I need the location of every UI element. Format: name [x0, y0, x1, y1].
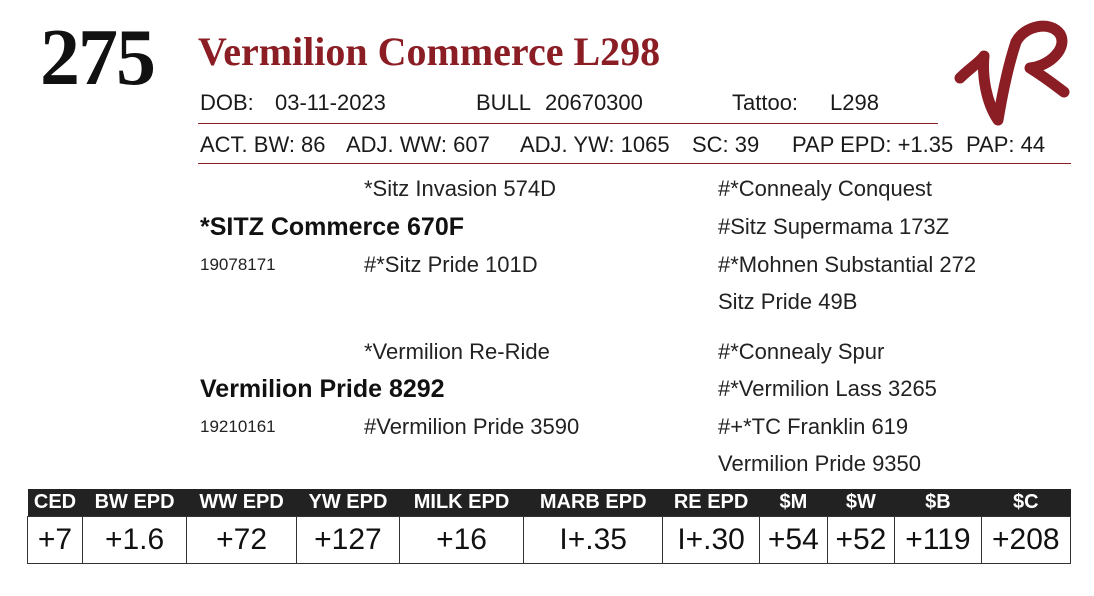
epd-value: +7 — [27, 516, 83, 564]
sire-sire-dam: #Sitz Supermama 173Z — [718, 214, 950, 239]
epd-header: WW EPD — [186, 489, 297, 517]
epd-value: +54 — [759, 516, 828, 564]
sire-name: *SITZ Commerce 670F — [200, 213, 464, 241]
sire-reg: 19078171 — [200, 255, 276, 274]
epd-header: $M — [759, 489, 828, 517]
epd-header-row: CED BW EPD WW EPD YW EPD MILK EPD MARB E… — [27, 489, 1071, 517]
epd-value: +208 — [980, 516, 1072, 564]
divider — [198, 163, 1071, 164]
dam-dam: #Vermilion Pride 3590 — [364, 414, 580, 439]
epd-table: CED BW EPD WW EPD YW EPD MILK EPD MARB E… — [27, 489, 1072, 564]
epd-header: MARB EPD — [523, 489, 663, 517]
sex-label: BULL — [476, 90, 532, 115]
lot-number: 275 — [40, 14, 156, 102]
epd-value: I+.30 — [662, 516, 761, 564]
epd-value: I+.35 — [523, 516, 664, 564]
dam-name: Vermilion Pride 8292 — [200, 375, 445, 403]
epd-value: +1.6 — [81, 516, 188, 564]
dob-label: DOB: — [200, 90, 254, 115]
epd-value: +16 — [398, 516, 525, 564]
epd-header: RE EPD — [662, 489, 760, 517]
vr-brand-icon — [954, 20, 1070, 126]
epd-value: +119 — [894, 516, 982, 564]
epd-value: +52 — [826, 516, 896, 564]
dob-value: 03-11-2023 — [275, 90, 386, 115]
epd-value: +72 — [186, 516, 298, 564]
dam-dam-sire: #+*TC Franklin 619 — [718, 414, 909, 439]
pap-epd: PAP EPD: +1.35 — [792, 132, 954, 157]
dam-sire-dam: #*Vermilion Lass 3265 — [718, 376, 937, 401]
epd-header: $W — [827, 489, 895, 517]
adj-yw: ADJ. YW: 1065 — [520, 132, 670, 157]
dam-sire-sire: #*Connealy Spur — [718, 339, 885, 364]
epd-value: +127 — [296, 516, 400, 564]
sire-dam-sire: #*Mohnen Substantial 272 — [718, 252, 977, 277]
animal-name: Vermilion Commerce L298 — [198, 29, 661, 74]
sire-sire-sire: #*Connealy Conquest — [718, 176, 933, 201]
sire-dam: #*Sitz Pride 101D — [364, 252, 538, 277]
tattoo-value: L298 — [830, 90, 879, 115]
epd-value-row: +7 +1.6 +72 +127 +16 I+.35 I+.30 +54 +52… — [27, 516, 1072, 564]
epd-header: $B — [894, 489, 982, 517]
tattoo-label: Tattoo: — [732, 90, 799, 115]
adj-ww: ADJ. WW: 607 — [346, 132, 490, 157]
sc: SC: 39 — [692, 132, 760, 157]
dam-reg: 19210161 — [200, 417, 276, 436]
pap: PAP: 44 — [966, 132, 1046, 157]
epd-header: $C — [981, 489, 1071, 517]
epd-header: YW EPD — [296, 489, 400, 517]
divider — [198, 123, 938, 124]
epd-header: CED — [27, 489, 83, 517]
epd-header: MILK EPD — [399, 489, 524, 517]
reg-number: 20670300 — [545, 90, 643, 115]
dam-sire: *Vermilion Re-Ride — [364, 339, 550, 364]
epd-header: BW EPD — [82, 489, 187, 517]
sire-sire: *Sitz Invasion 574D — [364, 176, 556, 201]
dam-dam-dam: Vermilion Pride 9350 — [718, 451, 922, 476]
act-bw: ACT. BW: 86 — [200, 132, 326, 157]
sire-dam-dam: Sitz Pride 49B — [718, 289, 858, 314]
